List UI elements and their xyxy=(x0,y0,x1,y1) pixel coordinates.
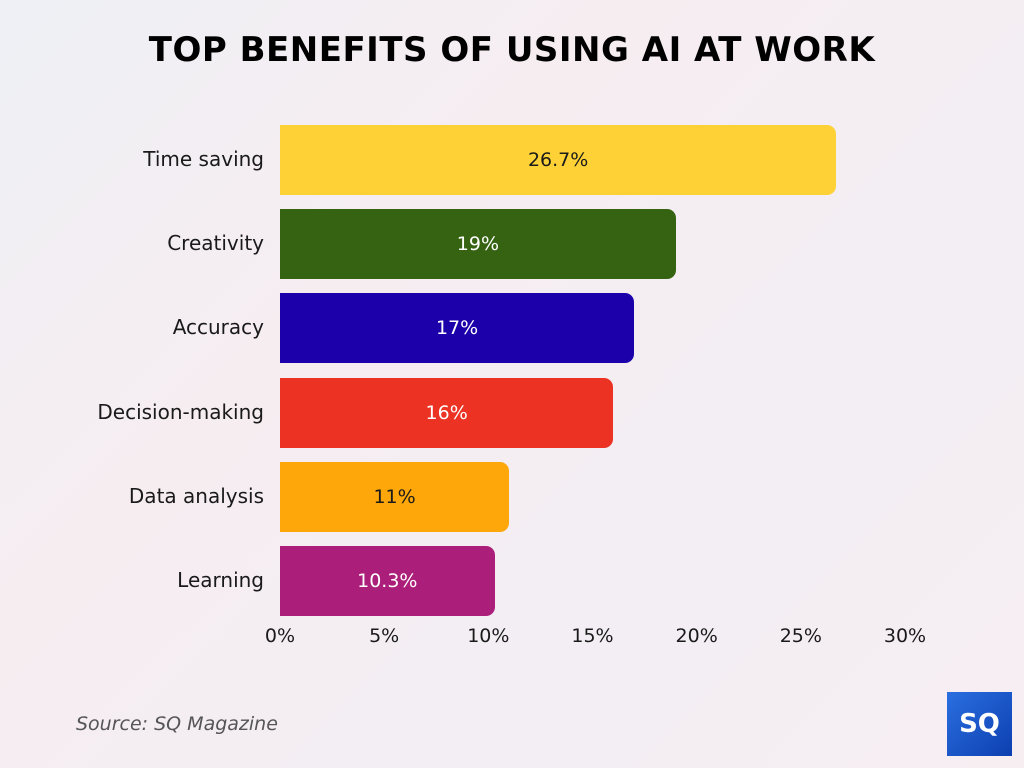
category-label: Creativity xyxy=(167,231,264,255)
bar-value-label: 16% xyxy=(425,402,468,424)
x-tick-label: 10% xyxy=(467,625,510,647)
category-label: Data analysis xyxy=(128,484,264,508)
bar: 26.7% xyxy=(280,125,837,195)
bar: 19% xyxy=(280,209,676,279)
bar-value-label: 17% xyxy=(435,317,479,339)
category-label: Decision-making xyxy=(97,400,264,424)
x-tick-label: 30% xyxy=(883,625,927,647)
x-tick-label: 15% xyxy=(571,625,614,647)
bar-value-label: 19% xyxy=(456,233,500,255)
x-tick-label: 0% xyxy=(264,625,296,647)
bar-value-label: 11% xyxy=(373,486,416,508)
source-note: Source: SQ Magazine xyxy=(76,713,278,735)
x-tick-label: 5% xyxy=(369,625,400,647)
bar: 16% xyxy=(280,378,614,448)
x-tick-label: 20% xyxy=(675,625,718,647)
chart-title: TOP BENEFITS OF USING AI AT WORK xyxy=(148,30,876,70)
bar: 10.3% xyxy=(280,546,495,616)
bar-value-label: 10.3% xyxy=(357,570,418,592)
x-tick-label: 25% xyxy=(779,625,822,647)
sq-logo: SQ xyxy=(947,692,1012,756)
category-label: Time saving xyxy=(143,147,264,171)
bar: 17% xyxy=(280,293,635,363)
bar-value-label: 26.7% xyxy=(527,149,589,171)
category-label: Accuracy xyxy=(172,315,264,339)
bar: 11% xyxy=(280,462,510,532)
category-label: Learning xyxy=(177,568,264,592)
